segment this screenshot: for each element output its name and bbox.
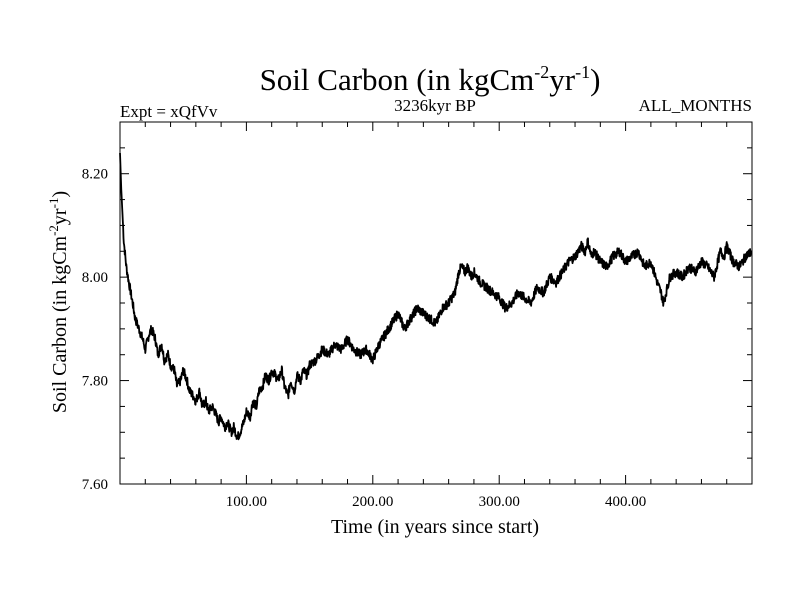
title-end: )	[590, 62, 600, 97]
y-axis-label: Soil Carbon (in kgCm-2yr-1)	[46, 191, 71, 413]
chart-title: Soil Carbon (in kgCm-2yr-1)	[260, 62, 601, 97]
title-sup-2: -1	[575, 62, 590, 82]
title-sup-1: -2	[534, 62, 549, 82]
title-main: Soil Carbon (in kgCm	[260, 62, 535, 97]
ylabel-mid: yr	[49, 208, 71, 225]
x-tick-label: 200.00	[352, 494, 393, 510]
y-tick-label: 7.60	[82, 477, 108, 493]
svg-text:Soil Carbon (in kgCm-2yr-1): Soil Carbon (in kgCm-2yr-1)	[46, 191, 71, 413]
subtitle-experiment: Expt = xQfVv	[120, 102, 218, 121]
ylabel-sup-2: -1	[46, 198, 61, 209]
subtitle-period: 3236kyr BP	[394, 96, 476, 115]
x-tick-label: 400.00	[605, 494, 646, 510]
series-group	[119, 152, 753, 441]
axis-ticks	[120, 122, 752, 484]
axis-tick-labels: 100.00 200.00 300.00 400.00 7.60 7.80 8.00 8.20	[82, 167, 646, 510]
ylabel-sup-1: -2	[46, 225, 61, 236]
series-line-soil-carbon	[119, 152, 753, 441]
x-axis-label: Time (in years since start)	[331, 516, 539, 538]
svg-text:Soil Carbon (in kgCm-2yr-1): Soil Carbon (in kgCm-2yr-1)	[260, 62, 601, 97]
plot-frame	[119, 121, 753, 485]
x-tick-label: 100.00	[226, 494, 267, 510]
subtitle-months: ALL_MONTHS	[639, 96, 752, 115]
y-tick-label: 7.80	[82, 374, 108, 390]
y-tick-label: 8.20	[82, 167, 108, 183]
x-tick-label: 300.00	[479, 494, 520, 510]
title-mid: yr	[549, 62, 576, 97]
ylabel-end: )	[49, 191, 71, 198]
y-tick-label: 8.00	[82, 270, 108, 286]
ylabel-main: Soil Carbon (in kgCm	[49, 235, 71, 413]
